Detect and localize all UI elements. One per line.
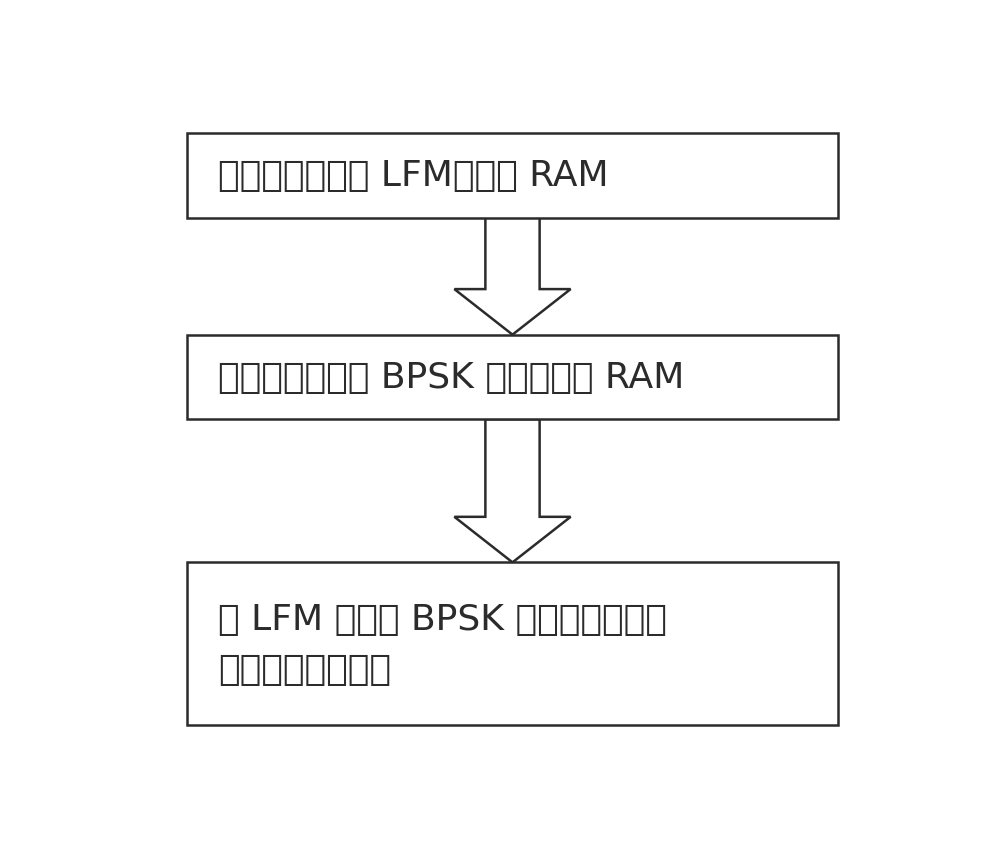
FancyBboxPatch shape bbox=[187, 335, 838, 419]
FancyBboxPatch shape bbox=[187, 563, 838, 725]
Polygon shape bbox=[454, 219, 571, 335]
FancyBboxPatch shape bbox=[187, 133, 838, 219]
Text: 将 LFM 信号和 BPSK 信号正交调制，
生成复合调制信号: 将 LFM 信号和 BPSK 信号正交调制， 生成复合调制信号 bbox=[218, 602, 667, 686]
Polygon shape bbox=[454, 419, 571, 563]
Text: 读取数据，生成 BPSK 信号，存入 RAM: 读取数据，生成 BPSK 信号，存入 RAM bbox=[218, 360, 684, 394]
Text: 读取参数，生成 LFM，存入 RAM: 读取参数，生成 LFM，存入 RAM bbox=[218, 159, 609, 193]
